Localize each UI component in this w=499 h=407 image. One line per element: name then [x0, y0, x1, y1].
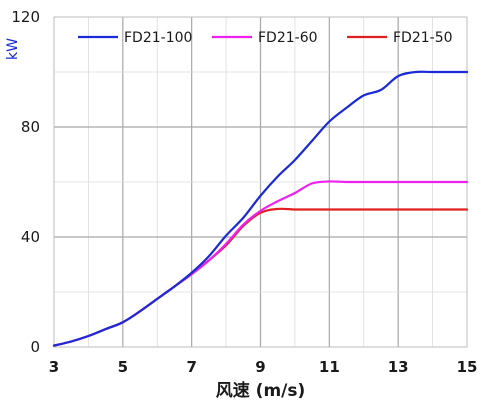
y-tick-label: 80 [21, 118, 40, 136]
x-axis-label: 风速 (m/s) [216, 380, 306, 401]
legend-item-fd21-50: FD21-50 [347, 30, 453, 46]
y-axis-label: kW [5, 38, 21, 60]
legend-label: FD21-60 [258, 30, 318, 46]
legend: FD21-100 FD21-60 FD21-50 [78, 30, 453, 46]
x-tick-labels: 3 5 7 9 11 13 15 [49, 358, 478, 376]
x-tick-label: 15 [457, 358, 478, 376]
x-tick-label: 5 [118, 358, 128, 376]
y-tick-label: 40 [21, 228, 40, 246]
y-tick-label: 0 [30, 338, 40, 356]
legend-item-fd21-100: FD21-100 [78, 30, 192, 46]
legend-item-fd21-60: FD21-60 [212, 30, 318, 46]
x-tick-label: 9 [255, 358, 265, 376]
x-tick-label: 13 [388, 358, 409, 376]
legend-label: FD21-100 [124, 30, 192, 46]
series-line-fd21-100 [52, 70, 469, 347]
x-tick-label: 3 [49, 358, 59, 376]
y-tick-label: 120 [11, 8, 40, 26]
x-tick-label: 11 [319, 358, 340, 376]
y-tick-labels: 0 40 80 120 [11, 8, 40, 356]
x-tick-label: 7 [186, 358, 196, 376]
legend-label: FD21-50 [393, 30, 453, 46]
series-lines [52, 70, 469, 347]
